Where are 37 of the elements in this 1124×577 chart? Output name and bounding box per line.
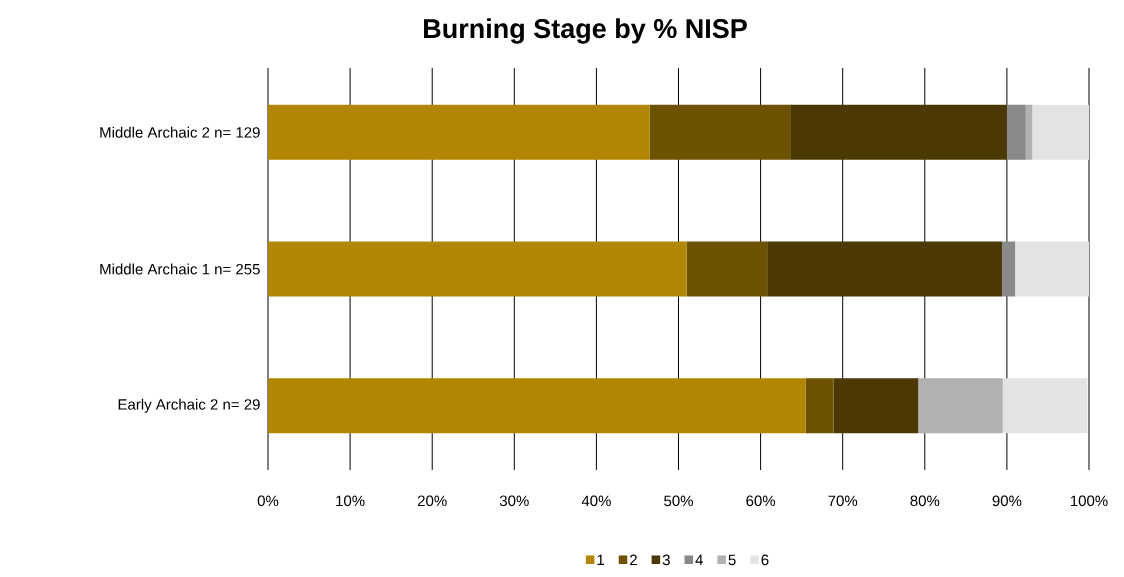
x-tick-label: 30% (499, 495, 529, 507)
bar (686, 241, 768, 297)
legend-label: 4 (695, 554, 703, 565)
x-tick-label: 70% (828, 495, 858, 507)
bar (805, 378, 834, 434)
x-tick-label: 40% (581, 495, 611, 507)
bar (268, 104, 650, 160)
y-tick-label: Early Archaic 2 n= 29 (118, 398, 260, 413)
legend-label: 6 (761, 554, 769, 566)
bar (790, 104, 1007, 160)
x-tick-label: 60% (746, 495, 776, 507)
x-tick-label: 50% (664, 495, 693, 507)
chart-title: Burning Stage by % NISP (424, 18, 747, 44)
bar (918, 378, 1003, 434)
bar (649, 104, 791, 160)
y-tick-label: Middle Archaic 2 n= 129 (100, 126, 260, 138)
bar (268, 378, 806, 434)
x-tick-label: 100% (1070, 495, 1108, 507)
x-tick-label: 0% (257, 495, 279, 507)
bar (833, 378, 919, 434)
legend-label: 3 (662, 554, 670, 566)
y-tick-label: Middle Archaic 1 n= 255 (100, 263, 260, 275)
bar (1025, 104, 1033, 160)
x-tick-label: 10% (336, 495, 365, 507)
legend-label: 2 (630, 554, 637, 566)
bar (1002, 378, 1088, 434)
bar (1015, 241, 1089, 297)
legend-label: 1 (597, 554, 605, 565)
bar (1006, 104, 1026, 160)
x-tick-label: 80% (910, 495, 940, 507)
bar (268, 241, 687, 297)
bar (1001, 241, 1016, 297)
legend-label: 5 (728, 554, 736, 566)
x-tick-label: 90% (992, 495, 1022, 507)
x-tick-label: 20% (417, 495, 447, 507)
bar (1032, 104, 1089, 160)
bar (767, 241, 1002, 297)
